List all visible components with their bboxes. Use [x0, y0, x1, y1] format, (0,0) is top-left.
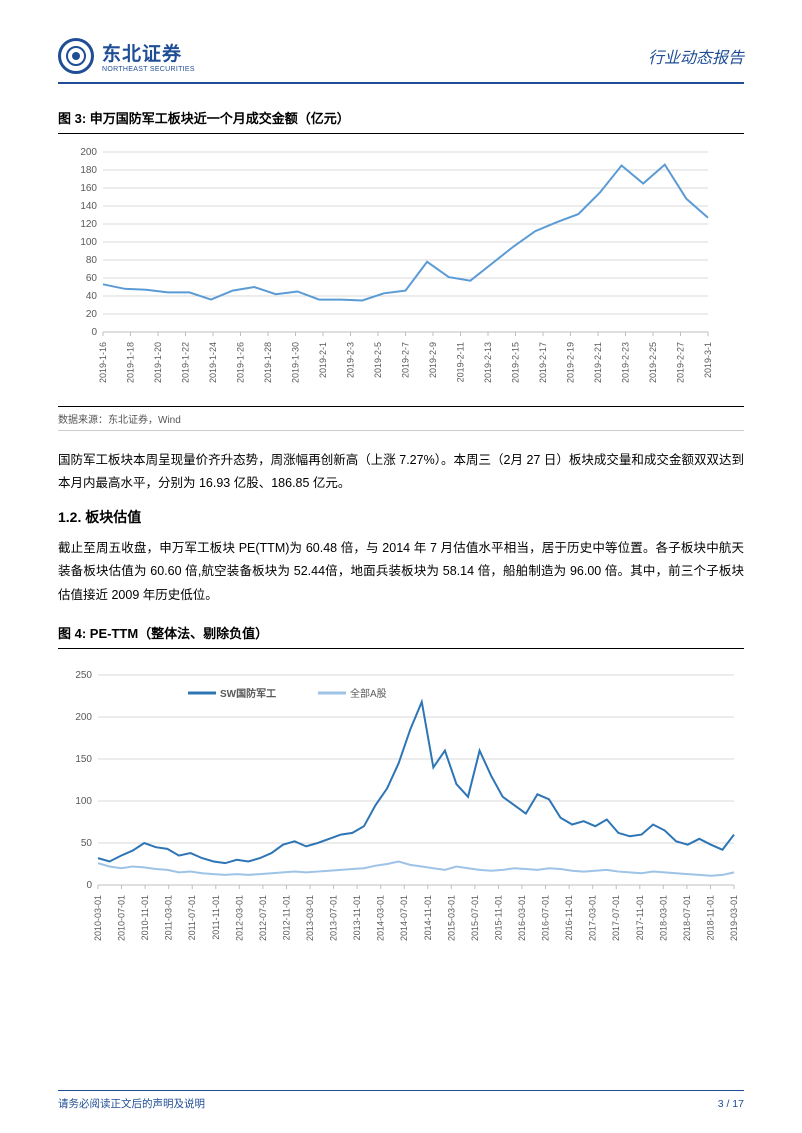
svg-text:100: 100 [80, 237, 97, 248]
svg-text:20: 20 [86, 309, 98, 320]
svg-text:2015-11-01: 2015-11-01 [493, 895, 503, 940]
svg-text:2019-2-3: 2019-2-3 [346, 342, 356, 378]
svg-text:140: 140 [80, 201, 97, 212]
company-name-en: NORTHEAST SECURITIES [102, 66, 195, 73]
svg-text:2012-03-01: 2012-03-01 [234, 895, 244, 941]
svg-text:2012-11-01: 2012-11-01 [281, 895, 291, 940]
logo-block: 东北证券 NORTHEAST SECURITIES [58, 38, 195, 74]
figure-3-svg: 0 20 40 60 80 100 120 140 160 180 200 2019-1-16 2019… [58, 142, 718, 402]
svg-text:2015-07-01: 2015-07-01 [470, 895, 480, 941]
company-logo-icon [58, 38, 94, 74]
svg-text:2019-2-13: 2019-2-13 [483, 342, 493, 383]
svg-text:2019-1-22: 2019-1-22 [181, 342, 191, 383]
svg-text:2014-03-01: 2014-03-01 [376, 895, 386, 941]
svg-text:50: 50 [81, 838, 93, 849]
svg-text:40: 40 [86, 291, 98, 302]
svg-text:2018-03-01: 2018-03-01 [658, 895, 668, 941]
svg-text:160: 160 [80, 183, 97, 194]
svg-text:80: 80 [86, 255, 98, 266]
svg-text:2019-2-1: 2019-2-1 [318, 342, 328, 378]
svg-text:0: 0 [86, 880, 92, 891]
svg-text:100: 100 [75, 796, 92, 807]
figure-3-source: 数据来源：东北证券，Wind [58, 406, 744, 431]
page-header: 东北证券 NORTHEAST SECURITIES 行业动态报告 [58, 38, 744, 84]
svg-text:2017-03-01: 2017-03-01 [588, 895, 598, 941]
svg-text:250: 250 [75, 670, 92, 681]
svg-text:2019-2-23: 2019-2-23 [621, 342, 631, 383]
svg-text:2013-11-01: 2013-11-01 [352, 895, 362, 940]
company-name-cn: 东北证券 [102, 39, 195, 66]
svg-text:2010-03-01: 2010-03-01 [93, 895, 103, 941]
figure-3-chart: 0 20 40 60 80 100 120 140 160 180 200 2019-1-16 2019… [58, 142, 744, 402]
svg-text:2018-07-01: 2018-07-01 [682, 895, 692, 941]
svg-text:2019-2-11: 2019-2-11 [456, 342, 466, 382]
svg-text:2019-1-18: 2019-1-18 [126, 342, 136, 383]
svg-text:2019-03-01: 2019-03-01 [729, 895, 739, 941]
figure-4-chart: 0 50 100 150 200 250 SW国防军工 全部A股 2010-03-01 2010-… [58, 657, 744, 957]
svg-text:2019-2-17: 2019-2-17 [538, 342, 548, 383]
paragraph-2: 截止至周五收盘，申万军工板块 PE(TTM)为 60.48 倍，与 2014 年… [58, 537, 744, 606]
footer-page-number: 3 / 17 [718, 1098, 744, 1110]
svg-text:2019-1-28: 2019-1-28 [263, 342, 273, 383]
svg-text:全部A股: 全部A股 [350, 687, 387, 700]
svg-text:2019-2-15: 2019-2-15 [511, 342, 521, 383]
svg-text:SW国防军工: SW国防军工 [220, 687, 276, 700]
svg-text:2011-07-01: 2011-07-01 [187, 895, 197, 940]
svg-text:2019-1-20: 2019-1-20 [153, 342, 163, 383]
svg-text:2012-07-01: 2012-07-01 [258, 895, 268, 941]
svg-text:0: 0 [91, 327, 97, 338]
svg-text:2019-1-26: 2019-1-26 [236, 342, 246, 383]
svg-text:2013-07-01: 2013-07-01 [329, 895, 339, 941]
svg-text:2010-07-01: 2010-07-01 [117, 895, 127, 941]
svg-text:60: 60 [86, 273, 98, 284]
page-footer: 请务必阅读正文后的声明及说明 3 / 17 [58, 1090, 744, 1111]
svg-text:2018-11-01: 2018-11-01 [705, 895, 715, 940]
svg-text:2019-1-30: 2019-1-30 [291, 342, 301, 383]
svg-text:2016-11-01: 2016-11-01 [564, 895, 574, 940]
svg-text:2015-03-01: 2015-03-01 [446, 895, 456, 941]
svg-text:2019-2-27: 2019-2-27 [676, 342, 686, 383]
svg-text:2019-1-24: 2019-1-24 [208, 342, 218, 383]
svg-text:2016-07-01: 2016-07-01 [541, 895, 551, 941]
figure-4-svg: 0 50 100 150 200 250 SW国防军工 全部A股 2010-03-01 2010-… [58, 657, 744, 957]
svg-text:150: 150 [75, 754, 92, 765]
svg-text:2019-1-16: 2019-1-16 [98, 342, 108, 383]
svg-text:2019-3-1: 2019-3-1 [703, 342, 713, 378]
svg-text:2017-07-01: 2017-07-01 [611, 895, 621, 941]
svg-text:200: 200 [75, 712, 92, 723]
svg-text:2019-2-19: 2019-2-19 [566, 342, 576, 383]
svg-text:2011-03-01: 2011-03-01 [164, 895, 174, 940]
svg-text:180: 180 [80, 165, 97, 176]
section-1-2-heading: 1.2. 板块估值 [58, 507, 744, 527]
svg-text:120: 120 [80, 219, 97, 230]
paragraph-1: 国防军工板块本周呈现量价齐升态势，周涨幅再创新高（上涨 7.27%）。本周三（2… [58, 449, 744, 495]
svg-text:2011-11-01: 2011-11-01 [211, 895, 221, 940]
svg-text:2013-03-01: 2013-03-01 [305, 895, 315, 941]
svg-text:2016-03-01: 2016-03-01 [517, 895, 527, 941]
svg-text:2019-2-7: 2019-2-7 [401, 342, 411, 378]
figure-3-title: 图 3: 申万国防军工板块近一个月成交金额（亿元） [58, 104, 744, 134]
svg-text:200: 200 [80, 147, 97, 158]
svg-text:2010-11-01: 2010-11-01 [140, 895, 150, 940]
svg-text:2014-07-01: 2014-07-01 [399, 895, 409, 941]
svg-text:2019-2-5: 2019-2-5 [373, 342, 383, 378]
svg-text:2019-2-25: 2019-2-25 [648, 342, 658, 383]
svg-text:2019-2-9: 2019-2-9 [428, 342, 438, 378]
document-type: 行业动态报告 [648, 44, 744, 68]
figure-4-title: 图 4: PE-TTM（整体法、剔除负值） [58, 619, 744, 649]
svg-text:2014-11-01: 2014-11-01 [423, 895, 433, 940]
svg-text:2019-2-21: 2019-2-21 [593, 342, 603, 383]
svg-text:2017-11-01: 2017-11-01 [635, 895, 645, 940]
footer-disclaimer: 请务必阅读正文后的声明及说明 [58, 1096, 205, 1111]
